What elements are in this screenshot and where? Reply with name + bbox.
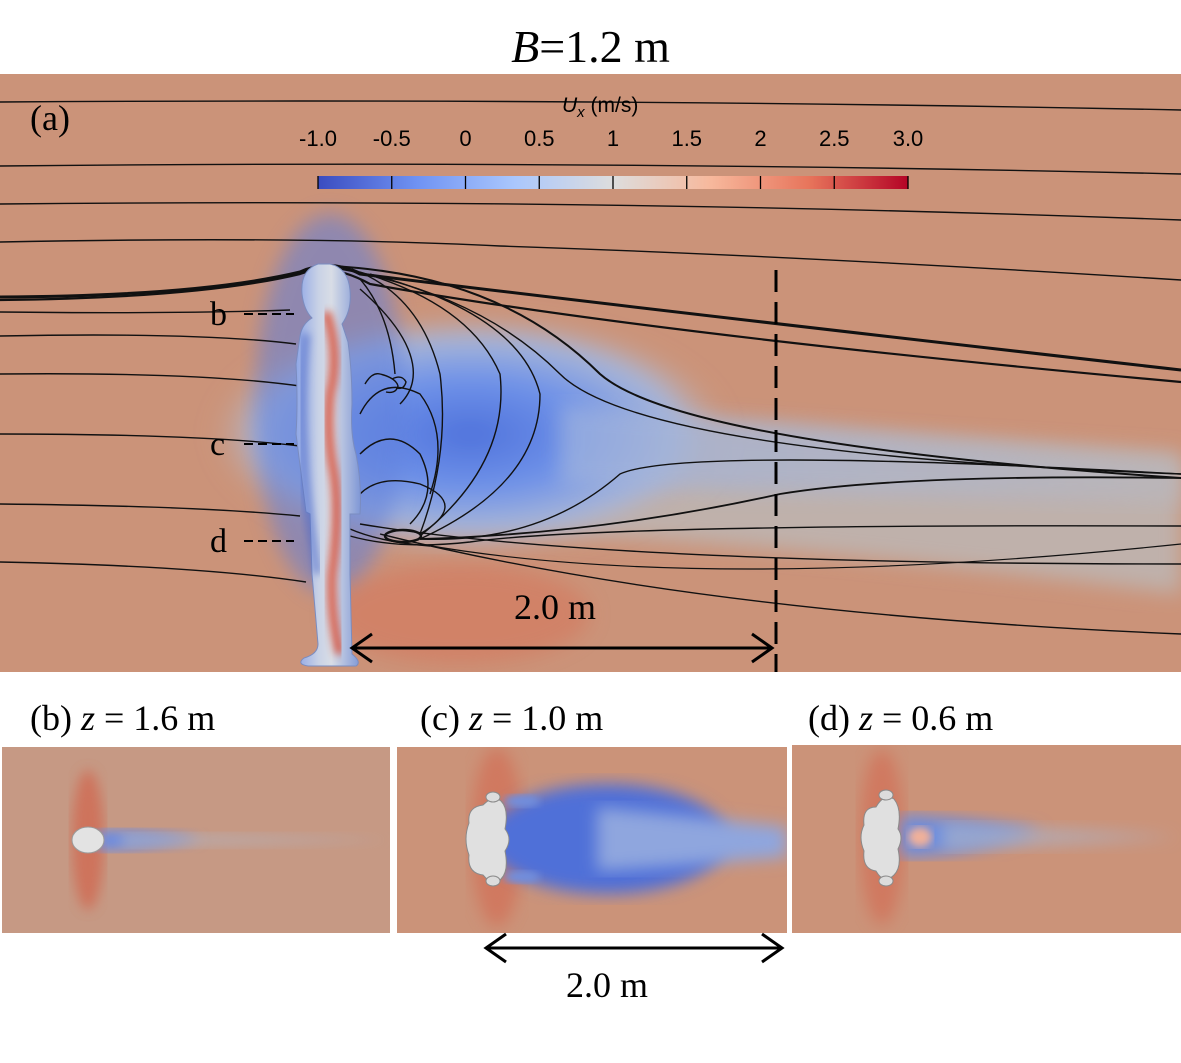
panel-d-suffix: = 0.6 m — [873, 698, 994, 738]
panel-c-suffix: = 1.0 m — [482, 698, 604, 738]
colorbar-tick-label: 1 — [606, 126, 620, 151]
colorbar-tick-label: 2.5 — [818, 126, 850, 151]
torso-cross-section — [465, 798, 510, 883]
colorbar-tick-label: 3.0 — [892, 126, 924, 151]
colorbar-tick-label: -0.5 — [372, 126, 411, 151]
colorbar-tick-label: 1.5 — [671, 126, 703, 151]
panel-b-var: z — [80, 698, 95, 738]
side-view-panel — [0, 74, 1181, 672]
panel-b-prefix: (b) — [30, 698, 81, 738]
panel-d-prefix: (d) — [808, 698, 859, 738]
figure-title: B=1.2 m — [0, 22, 1181, 72]
streamlines — [0, 100, 1181, 635]
panel-b-label: (b) z = 1.6 m — [30, 698, 215, 738]
colorbar-title-units: (m/s) — [584, 94, 639, 117]
distance-arrow-c — [483, 932, 785, 964]
colorbar-tick-label: 0 — [459, 126, 472, 151]
title-symbol: B — [511, 21, 540, 72]
colorbar-title-symbol: U — [562, 94, 578, 117]
colorbar-ticks — [317, 176, 909, 189]
panel-a-label: (a) — [30, 98, 70, 138]
colorbar-title-subscript: x — [577, 104, 585, 122]
human-model — [295, 263, 361, 667]
colorbar-title: Ux (m/s) — [562, 94, 638, 121]
panel-c-var: z — [468, 698, 483, 738]
ground-red-region — [330, 564, 590, 664]
plan-view-c — [397, 747, 787, 933]
colorbar-tick-label: 0.5 — [523, 126, 555, 151]
distance-arrow-a — [349, 632, 775, 664]
colorbar-tick-label: 2 — [754, 126, 767, 151]
plan-view-b — [2, 747, 390, 933]
distance-label-c: 2.0 m — [566, 965, 649, 1005]
distance-label-a: 2.0 m — [514, 587, 597, 627]
height-marker-b: b — [210, 296, 227, 333]
panel-b-suffix: = 1.6 m — [95, 698, 216, 738]
panel-c-label: (c) z = 1.0 m — [420, 698, 603, 738]
plan-view-d — [792, 745, 1181, 933]
panel-d-label: (d) z = 0.6 m — [808, 698, 993, 738]
legs-cross-section — [860, 796, 902, 880]
title-rest: =1.2 m — [539, 21, 670, 72]
colorbar-tick-label: -1.0 — [299, 126, 337, 151]
height-marker-c: c — [210, 426, 226, 463]
panel-c-prefix: (c) — [420, 698, 469, 738]
head-cross-section — [71, 826, 105, 854]
panel-d-var: z — [858, 698, 873, 738]
height-marker-d: d — [210, 523, 227, 560]
